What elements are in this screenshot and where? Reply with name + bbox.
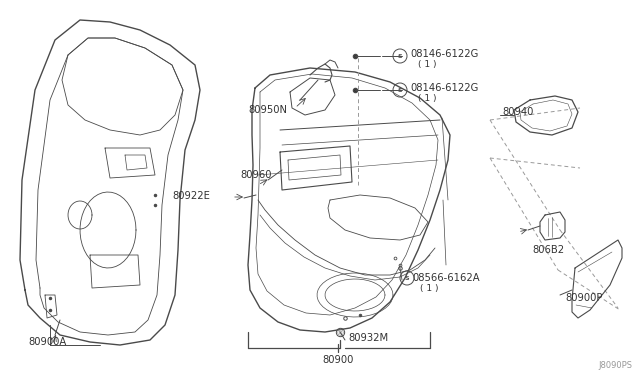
Text: 80940: 80940: [502, 107, 533, 117]
Text: 80960: 80960: [240, 170, 271, 180]
Text: ( 1 ): ( 1 ): [418, 60, 436, 68]
Text: 80950N: 80950N: [248, 105, 287, 115]
Text: J8090PS: J8090PS: [598, 362, 632, 371]
Text: 08146-6122G: 08146-6122G: [410, 49, 478, 59]
Text: 80922E: 80922E: [172, 191, 210, 201]
Text: 80900P: 80900P: [565, 293, 602, 303]
Text: 806B2: 806B2: [532, 245, 564, 255]
Text: 80932M: 80932M: [348, 333, 388, 343]
Text: 08146-6122G: 08146-6122G: [410, 83, 478, 93]
Text: ( 1 ): ( 1 ): [420, 283, 438, 292]
Text: 08566-6162A: 08566-6162A: [412, 273, 479, 283]
Text: ( 1 ): ( 1 ): [418, 93, 436, 103]
Text: 80900A: 80900A: [28, 337, 67, 347]
Text: S: S: [397, 87, 403, 93]
Text: S: S: [404, 276, 410, 280]
Text: S: S: [397, 54, 403, 58]
Text: 80900: 80900: [323, 355, 354, 365]
